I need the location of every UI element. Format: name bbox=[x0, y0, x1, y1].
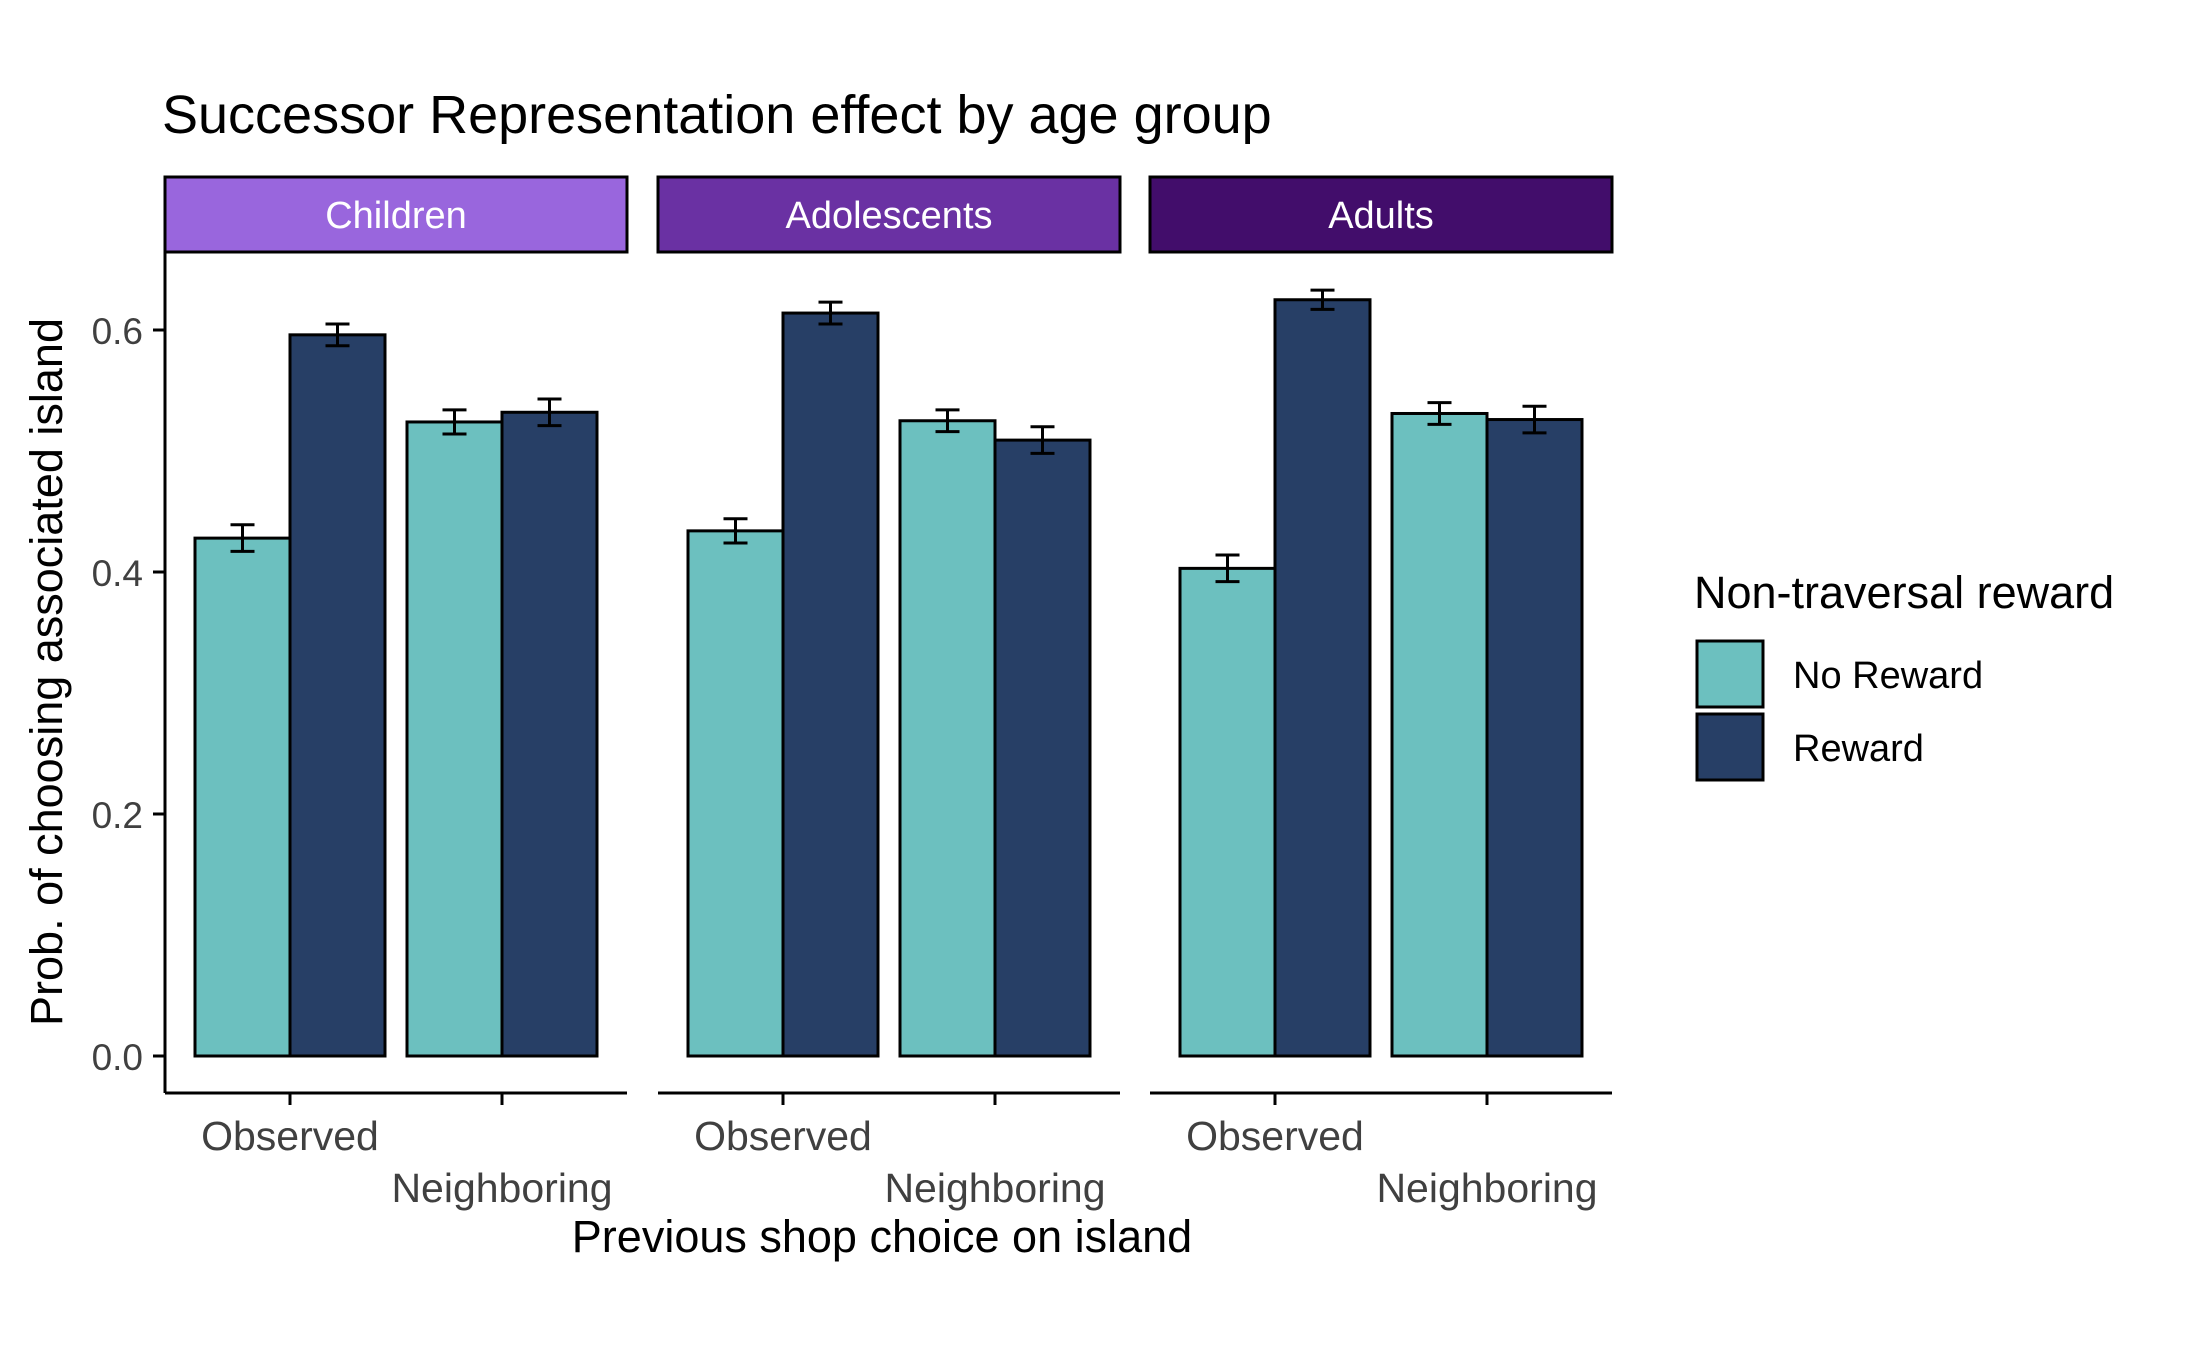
facet-strip bbox=[1148, 175, 1614, 254]
legend-label: No Reward bbox=[1793, 655, 1983, 697]
facet-label: Children bbox=[325, 195, 467, 237]
x-tick-label: Neighboring bbox=[391, 1165, 612, 1211]
facet-label: Adolescents bbox=[785, 195, 992, 237]
bar bbox=[686, 529, 785, 1058]
x-tick-label: Observed bbox=[1186, 1113, 1364, 1159]
bar bbox=[1485, 418, 1584, 1058]
panel-adolescents: Adolescents Observed Neighboring bbox=[656, 175, 1122, 1211]
y-tick-label: 0.4 bbox=[92, 553, 143, 594]
legend-key bbox=[1695, 712, 1765, 782]
x-axis-label: Previous shop choice on island bbox=[572, 1211, 1192, 1262]
y-tick-label: 0.6 bbox=[92, 311, 143, 352]
x-tick-label: Neighboring bbox=[884, 1165, 1105, 1211]
panel-children: Children Observed Neighboring bbox=[163, 175, 629, 1211]
panel-adults: Adults Observed Neighboring bbox=[1148, 175, 1614, 1211]
legend-label: Reward bbox=[1793, 728, 1924, 770]
bar bbox=[405, 420, 504, 1058]
x-tick-label: Neighboring bbox=[1376, 1165, 1597, 1211]
y-tick-label: 0.0 bbox=[92, 1037, 143, 1078]
y-tick-label: 0.2 bbox=[92, 795, 143, 836]
bar bbox=[500, 410, 599, 1058]
legend: Non-traversal reward No Reward Reward bbox=[1694, 567, 2114, 782]
y-axis: 0.0 0.2 0.4 0.6 bbox=[92, 252, 167, 1093]
facet-label: Adults bbox=[1328, 195, 1434, 237]
y-axis-label: Prob. of choosing associated island bbox=[21, 318, 72, 1026]
bar bbox=[288, 333, 387, 1058]
chart-title: Successor Representation effect by age g… bbox=[162, 85, 1272, 145]
bar bbox=[193, 536, 292, 1058]
facet-panels: Children Observed Neighboring Adolescents Ob… bbox=[163, 175, 1614, 1211]
facet-strip bbox=[163, 175, 629, 254]
bar bbox=[993, 438, 1092, 1058]
x-tick-label: Observed bbox=[201, 1113, 379, 1159]
legend-title: Non-traversal reward bbox=[1694, 567, 2114, 618]
bar bbox=[781, 311, 880, 1058]
legend-key bbox=[1695, 639, 1765, 709]
bar bbox=[1390, 411, 1489, 1058]
bar bbox=[898, 419, 997, 1058]
bar bbox=[1273, 298, 1372, 1058]
x-tick-label: Observed bbox=[694, 1113, 872, 1159]
bar bbox=[1178, 566, 1277, 1058]
facet-strip bbox=[656, 175, 1122, 254]
